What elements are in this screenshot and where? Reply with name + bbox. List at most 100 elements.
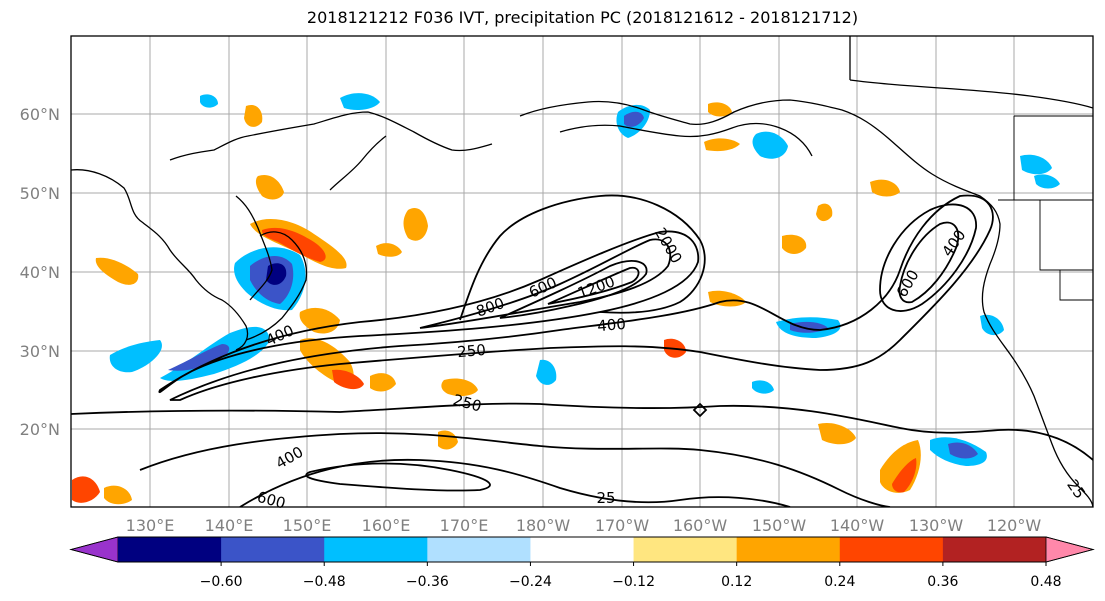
longitude-label: 180°W xyxy=(516,516,571,535)
precip-negative-patch xyxy=(624,111,644,127)
precip-negative-patch xyxy=(536,359,557,385)
ivt-contour-600-coast xyxy=(898,221,960,304)
ivt-contour-small-hawaii xyxy=(692,402,708,418)
longitude-label: 170°E xyxy=(440,516,489,535)
precip-negative-patch xyxy=(752,380,774,394)
colorbar-tick-label: −0.36 xyxy=(406,574,449,590)
precip-positive-patch xyxy=(816,203,833,222)
precip-negative-patch xyxy=(109,340,162,373)
precip-positive-patch xyxy=(708,102,732,117)
precip-negative-patch xyxy=(1020,154,1052,175)
contour-label: 400 xyxy=(597,315,627,335)
coastlines xyxy=(71,36,1093,507)
precip-negative-patch xyxy=(340,93,380,110)
precip-positive-patch xyxy=(244,104,263,127)
precip-positive-patch xyxy=(95,257,139,285)
siberia-coastline xyxy=(169,111,493,161)
colorbar-tick-label: −0.24 xyxy=(509,574,552,590)
ivt-contour-250 xyxy=(169,194,994,401)
colorbar-swatch xyxy=(839,537,944,562)
precip-positive-patch xyxy=(782,234,807,254)
latitude-label: 30°N xyxy=(20,342,60,361)
precip-positive-patch xyxy=(376,243,402,257)
sakhalin-coastline xyxy=(235,195,273,301)
precip-negative-patch xyxy=(948,442,978,459)
contour-label: 25 xyxy=(596,489,615,507)
state-borders xyxy=(998,115,1093,301)
canada-border xyxy=(849,36,1093,109)
colorbar-swatch xyxy=(736,537,841,562)
latitude-label: 50°N xyxy=(20,184,60,203)
kamchatka-coastline xyxy=(329,135,387,191)
precip-positive-patch xyxy=(255,174,284,200)
colorbar-swatch xyxy=(633,537,738,562)
north-america-coastline xyxy=(519,99,1093,507)
ivt-contour-400-south xyxy=(139,432,891,507)
colorbar-swatch xyxy=(221,537,325,562)
ivt-contour-400 xyxy=(158,230,700,393)
longitude-label: 140°E xyxy=(205,516,254,535)
colorbar-tick-label: 0.48 xyxy=(1030,574,1061,590)
contour-label: 250 xyxy=(457,341,487,361)
ivt-contour-outer-jet xyxy=(459,194,706,321)
precip-negative-patch xyxy=(266,263,287,285)
latitude-labels: 60°N 50°N 40°N 30°N 20°N xyxy=(20,105,60,439)
precip-negative-patch xyxy=(200,94,218,108)
ivt-contours xyxy=(71,194,1093,507)
precip-negative-patch xyxy=(752,131,788,159)
precip-positive-patch xyxy=(870,179,900,197)
longitude-label: 170°W xyxy=(595,516,650,535)
colorbar-tick-label: −0.60 xyxy=(200,574,243,590)
precip-negative-patch xyxy=(1034,174,1060,189)
colorbar-swatch xyxy=(324,537,428,562)
precip-positive-patch xyxy=(892,458,917,493)
ivt-contour-250-south xyxy=(71,402,1093,461)
precip-positive-patch xyxy=(104,485,132,505)
colorbar-swatch xyxy=(427,537,531,562)
ivt-contour-800 xyxy=(499,260,648,319)
ivt-contour-1200 xyxy=(547,266,640,305)
longitude-label: 140°W xyxy=(830,516,885,535)
precip-positive-patch xyxy=(262,227,326,262)
precip-positive-patch xyxy=(332,369,364,390)
longitude-label: 130°E xyxy=(126,516,175,535)
colorbar-swatch xyxy=(942,537,1047,562)
longitude-label: 130°W xyxy=(909,516,964,535)
longitude-label: 150°W xyxy=(752,516,807,535)
precip-positive-patch xyxy=(403,207,428,241)
longitude-label: 150°E xyxy=(283,516,332,535)
colorbar: −0.60 −0.48 −0.36 −0.24 −0.12 0.12 0.24 0.36 0.4… xyxy=(69,536,1095,590)
ivt-contour-closed-south xyxy=(305,462,491,492)
colorbar-swatch xyxy=(530,537,635,562)
colorbar-extend-max xyxy=(1045,536,1095,563)
longitude-label: 120°W xyxy=(987,516,1042,535)
aleutian-chain xyxy=(559,122,813,157)
graticule xyxy=(71,36,1093,507)
latitude-label: 40°N xyxy=(20,263,60,282)
colorbar-tick-label: −0.48 xyxy=(303,574,346,590)
colorbar-extend-min xyxy=(69,536,119,563)
ivt-contour-600 xyxy=(419,238,672,329)
colorbar-swatch xyxy=(118,537,222,562)
precip-positive-patch xyxy=(370,373,396,392)
colorbar-tick-label: 0.24 xyxy=(824,574,855,590)
asia-coastline xyxy=(71,169,249,351)
map-frame xyxy=(70,35,1094,508)
longitude-label: 160°W xyxy=(673,516,728,535)
precip-positive-patch xyxy=(441,378,478,397)
precip-positive-patch xyxy=(818,422,856,445)
map-panel xyxy=(70,35,1094,508)
precip-positive-patch xyxy=(72,476,100,503)
japan-coastline xyxy=(245,231,308,341)
precip-positive-patch xyxy=(704,138,740,152)
latitude-label: 60°N xyxy=(20,105,60,124)
colorbar-tick-label: 0.12 xyxy=(721,574,752,590)
colorbar-tick-label: −0.12 xyxy=(612,574,655,590)
precip-negative-patch xyxy=(980,314,1004,336)
precip-negative-patch xyxy=(168,344,230,371)
longitude-label: 160°E xyxy=(362,516,411,535)
figure-title: 2018121212 F036 IVT, precipitation PC (2… xyxy=(306,8,859,27)
ivt-contour-400-coast xyxy=(879,203,977,312)
colorbar-outline xyxy=(69,536,1095,563)
